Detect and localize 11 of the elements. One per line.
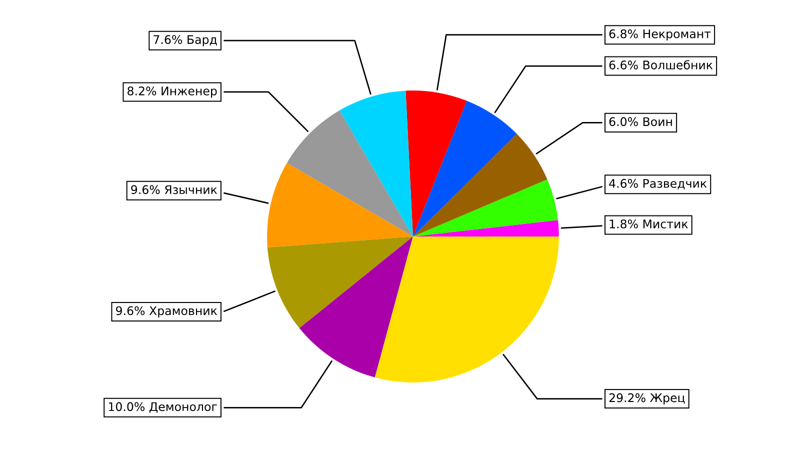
slice-label: 1.8% Мистик <box>610 219 688 228</box>
slice-label: 6.6% Волшебник <box>609 60 713 70</box>
slice-label: 29.2% Жрец <box>609 393 685 404</box>
slice-label: 8.2% Инженер <box>128 86 217 98</box>
slice-label: 4.6% Разведчик <box>609 178 707 190</box>
slice-label: 10.0% Демонолог <box>108 402 217 413</box>
slice-label: 6.8% Некромант <box>609 29 711 41</box>
slice-label: 6.0% Воин <box>609 117 672 126</box>
slice-label: 7.6% Бард <box>154 35 217 46</box>
slice-label: 9.6% Храмовник <box>116 306 218 318</box>
slice-label: 9.6% Язычник <box>131 185 218 194</box>
